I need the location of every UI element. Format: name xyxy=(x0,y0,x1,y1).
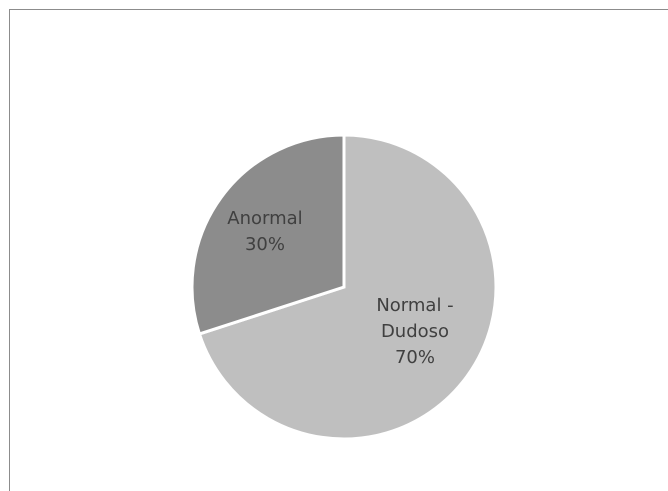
pie-slices xyxy=(190,133,498,441)
pie-slice-anormal xyxy=(190,133,346,336)
pie-slice-normal-dudoso xyxy=(197,133,498,441)
data-label-percent-0: 70% xyxy=(395,347,435,368)
data-label-name-1-0: Anormal xyxy=(227,208,302,229)
pie-labels: Normal - Dudoso 70% Anormal 30% xyxy=(227,208,453,368)
data-label-percent-1: 30% xyxy=(245,234,285,255)
data-label-name-0-0: Normal - xyxy=(376,295,453,316)
data-label-name-0-1: Dudoso xyxy=(381,321,449,342)
